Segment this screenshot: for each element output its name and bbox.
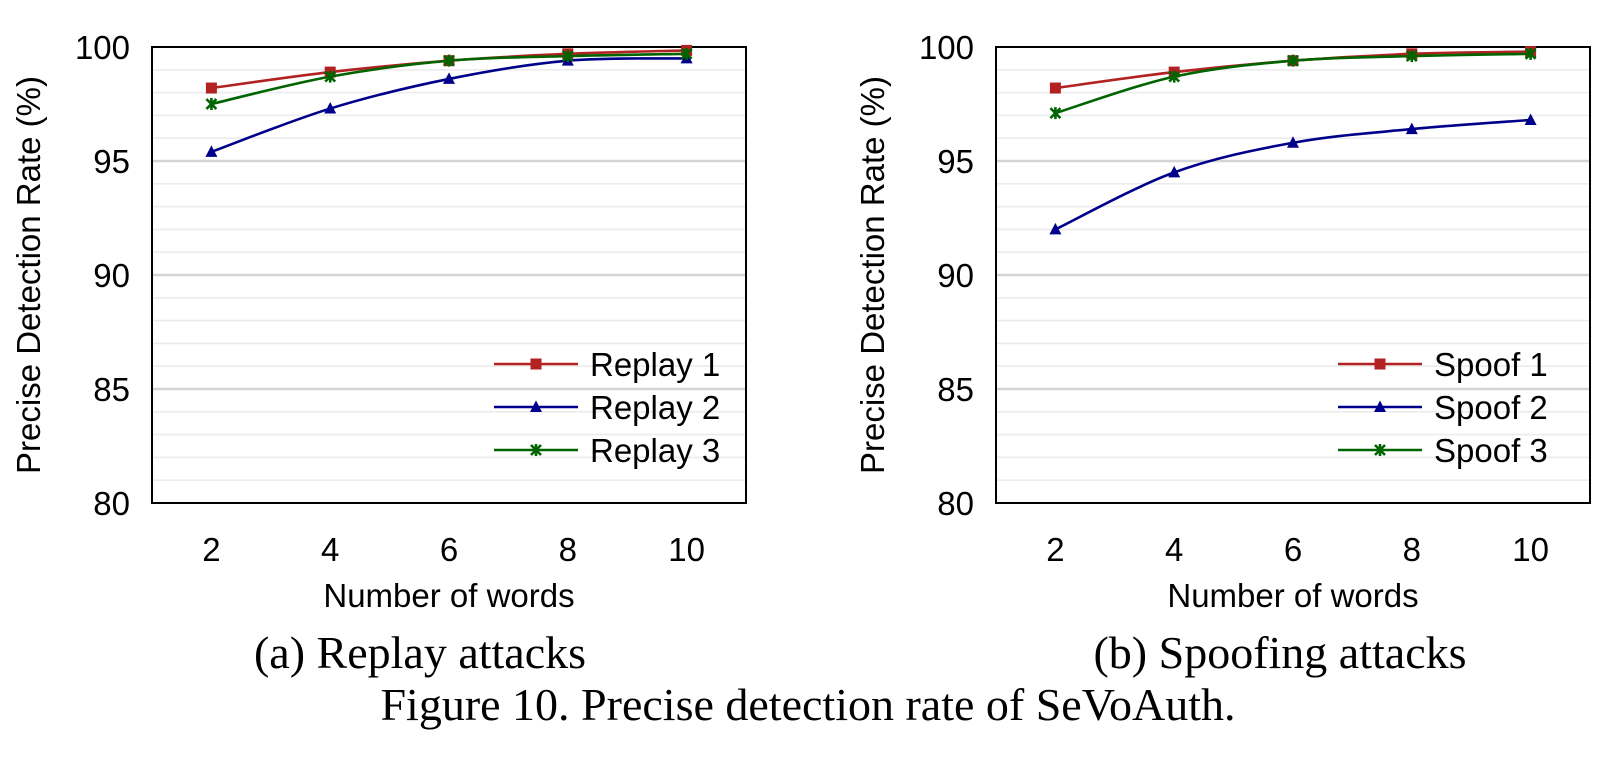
- c1-data-point: [1405, 50, 1418, 63]
- c1-data-point: [1168, 165, 1181, 178]
- chart-panel-replay: 80 85 90 95 100 2 4 6 8 10 Number of words Precise …: [10, 29, 747, 678]
- c0-legend: Replay 1 Replay 2 Replay 3: [494, 346, 720, 469]
- figure-caption: Figure 10. Precise detection rate of SeV…: [380, 679, 1235, 730]
- c0-data-point: [324, 102, 337, 114]
- c1-data-point: [1405, 122, 1418, 135]
- c0-series-3: [205, 47, 693, 110]
- c0-x-tick-label: 8: [559, 531, 577, 568]
- c0-data-point: [680, 47, 693, 60]
- c1-y-tick-label: 90: [937, 257, 974, 294]
- chart-panel-spoofing: 80 85 90 95 100 2 4 6 8 10 Number of words Precise …: [854, 29, 1591, 678]
- c1-subcaption: (b) Spoofing attacks: [1093, 627, 1466, 678]
- c0-data-point: [324, 70, 337, 83]
- c1-x-tick-label: 8: [1403, 531, 1421, 568]
- c1-x-axis-label: Number of words: [1167, 577, 1418, 614]
- c0-data-point: [443, 54, 455, 67]
- c1-legend-marker: [1374, 358, 1386, 370]
- c0-data-point: [561, 50, 574, 63]
- c0-legend-label: Replay 3: [590, 432, 720, 469]
- c1-y-axis-label: Precise Detection Rate (%): [854, 76, 891, 474]
- c1-plot-frame: [995, 46, 1591, 504]
- c0-x-tick-label: 2: [202, 531, 220, 568]
- c0-y-tick-label: 80: [93, 485, 130, 522]
- c0-legend-marker: [530, 358, 542, 370]
- c1-legend: Spoof 1 Spoof 2 Spoof 3: [1338, 346, 1548, 469]
- c0-x-tick-label: 10: [668, 531, 705, 568]
- c1-x-tick-label: 6: [1284, 531, 1302, 568]
- c1-data-point: [1287, 54, 1299, 67]
- c1-series-3: [1049, 47, 1537, 120]
- c0-legend-label: Replay 2: [590, 389, 720, 426]
- c0-x-tick-label: 6: [440, 531, 458, 568]
- c1-x-tick-label: 10: [1512, 531, 1549, 568]
- c1-data-point: [1287, 136, 1299, 148]
- c1-x-tick-label: 2: [1046, 531, 1064, 568]
- c1-data-point: [1168, 70, 1181, 83]
- c0-data-point: [205, 82, 217, 94]
- c0-y-tick-label: 85: [93, 371, 130, 408]
- c1-legend-label: Spoof 1: [1434, 346, 1548, 383]
- c1-data-point: [1049, 82, 1061, 94]
- c0-data-point: [205, 145, 218, 157]
- c0-data-point: [205, 98, 218, 110]
- c1-legend-marker: [1374, 444, 1386, 456]
- c1-legend-label: Spoof 3: [1434, 432, 1548, 469]
- c1-data-point: [1524, 47, 1537, 60]
- c0-x-tick-label: 4: [321, 531, 339, 568]
- c1-y-tick-label: 85: [937, 371, 974, 408]
- c0-y-tick-label: 90: [93, 257, 130, 294]
- c1-data-point: [1049, 222, 1062, 235]
- c0-legend-marker: [530, 444, 542, 456]
- c0-data-point: [443, 72, 455, 84]
- c1-y-tick-label: 100: [919, 29, 974, 66]
- c1-x-tick-label: 4: [1165, 531, 1183, 568]
- c1-legend-label: Spoof 2: [1434, 389, 1548, 426]
- c1-data-point: [1524, 113, 1537, 125]
- c0-y-axis-label: Precise Detection Rate (%): [10, 76, 47, 474]
- c0-y-tick-label: 95: [93, 143, 130, 180]
- c0-x-axis-label: Number of words: [323, 577, 574, 614]
- c0-legend-label: Replay 1: [590, 346, 720, 383]
- c0-y-tick-label: 100: [75, 29, 130, 66]
- c0-subcaption: (a) Replay attacks: [254, 627, 586, 678]
- c0-series-2: [205, 51, 693, 157]
- c1-data-point: [1049, 107, 1062, 120]
- c1-legend-marker: [1374, 400, 1386, 412]
- c1-y-tick-label: 95: [937, 143, 974, 180]
- c0-legend-marker: [530, 400, 542, 412]
- c1-series-2: [1049, 113, 1537, 235]
- c0-plot-frame: [151, 46, 747, 504]
- c1-y-tick-label: 80: [937, 485, 974, 522]
